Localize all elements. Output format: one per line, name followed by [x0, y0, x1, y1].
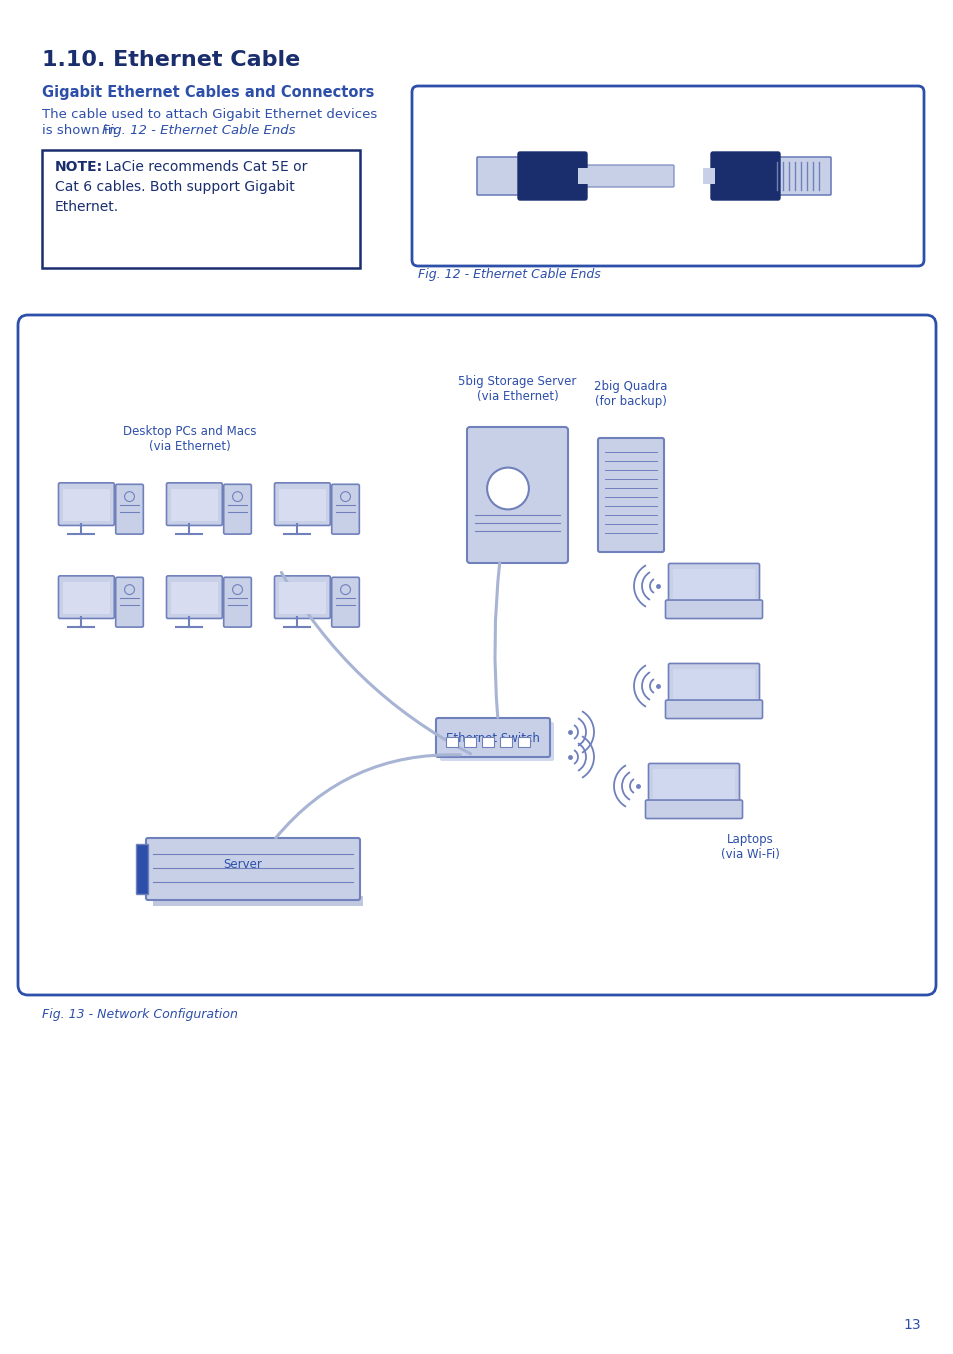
- FancyBboxPatch shape: [665, 600, 761, 619]
- FancyBboxPatch shape: [223, 577, 251, 627]
- FancyBboxPatch shape: [171, 489, 217, 521]
- FancyBboxPatch shape: [581, 165, 673, 187]
- FancyBboxPatch shape: [652, 769, 734, 799]
- FancyBboxPatch shape: [467, 427, 567, 563]
- FancyBboxPatch shape: [517, 737, 530, 747]
- Text: 2big Quadra: 2big Quadra: [594, 380, 667, 393]
- Text: Cat 6 cables. Both support Gigabit: Cat 6 cables. Both support Gigabit: [55, 180, 294, 194]
- Text: Ethernet.: Ethernet.: [55, 200, 119, 214]
- Text: (for backup): (for backup): [595, 395, 666, 408]
- FancyBboxPatch shape: [463, 737, 476, 747]
- FancyBboxPatch shape: [274, 575, 330, 619]
- FancyBboxPatch shape: [42, 150, 359, 268]
- FancyBboxPatch shape: [710, 152, 780, 200]
- FancyBboxPatch shape: [702, 168, 714, 184]
- FancyBboxPatch shape: [58, 483, 114, 525]
- FancyBboxPatch shape: [115, 577, 143, 627]
- FancyBboxPatch shape: [668, 563, 759, 604]
- FancyBboxPatch shape: [517, 152, 586, 200]
- Text: Desktop PCs and Macs: Desktop PCs and Macs: [123, 425, 256, 437]
- Text: (via Ethernet): (via Ethernet): [476, 390, 558, 403]
- FancyBboxPatch shape: [672, 569, 754, 600]
- FancyBboxPatch shape: [446, 737, 457, 747]
- FancyBboxPatch shape: [274, 483, 330, 525]
- FancyBboxPatch shape: [332, 485, 359, 533]
- FancyBboxPatch shape: [115, 485, 143, 533]
- Circle shape: [233, 585, 242, 594]
- Text: NOTE:: NOTE:: [55, 160, 103, 175]
- FancyBboxPatch shape: [18, 315, 935, 995]
- FancyBboxPatch shape: [136, 844, 148, 894]
- Text: Ethernet Switch: Ethernet Switch: [446, 733, 539, 745]
- FancyBboxPatch shape: [476, 157, 529, 195]
- FancyBboxPatch shape: [645, 800, 741, 819]
- FancyBboxPatch shape: [768, 157, 830, 195]
- FancyBboxPatch shape: [63, 582, 110, 613]
- Text: Fig. 12 - Ethernet Cable Ends: Fig. 12 - Ethernet Cable Ends: [102, 125, 295, 137]
- Text: 13: 13: [902, 1317, 920, 1332]
- Text: (via Ethernet): (via Ethernet): [149, 440, 231, 454]
- FancyBboxPatch shape: [668, 663, 759, 704]
- FancyBboxPatch shape: [665, 700, 761, 719]
- FancyBboxPatch shape: [436, 718, 550, 757]
- Circle shape: [340, 585, 350, 594]
- Text: LaCie recommends Cat 5E or: LaCie recommends Cat 5E or: [101, 160, 307, 175]
- FancyBboxPatch shape: [499, 737, 512, 747]
- Circle shape: [340, 492, 350, 501]
- FancyBboxPatch shape: [167, 483, 222, 525]
- FancyBboxPatch shape: [278, 582, 326, 613]
- FancyBboxPatch shape: [152, 896, 363, 906]
- FancyBboxPatch shape: [223, 485, 251, 533]
- Text: 5big Storage Server: 5big Storage Server: [457, 375, 576, 389]
- FancyBboxPatch shape: [167, 575, 222, 619]
- FancyBboxPatch shape: [648, 764, 739, 804]
- Text: is shown in: is shown in: [42, 125, 120, 137]
- Circle shape: [233, 492, 242, 501]
- FancyBboxPatch shape: [63, 489, 110, 521]
- Circle shape: [125, 585, 134, 594]
- Text: The cable used to attach Gigabit Ethernet devices: The cable used to attach Gigabit Etherne…: [42, 108, 376, 121]
- FancyBboxPatch shape: [598, 437, 663, 552]
- FancyBboxPatch shape: [278, 489, 326, 521]
- Text: Server: Server: [223, 858, 262, 871]
- Text: Gigabit Ethernet Cables and Connectors: Gigabit Ethernet Cables and Connectors: [42, 85, 374, 100]
- Text: .: .: [284, 125, 288, 137]
- FancyBboxPatch shape: [412, 87, 923, 265]
- FancyBboxPatch shape: [332, 577, 359, 627]
- FancyBboxPatch shape: [481, 737, 494, 747]
- Circle shape: [125, 492, 134, 501]
- Text: 1.10. Ethernet Cable: 1.10. Ethernet Cable: [42, 50, 300, 70]
- FancyBboxPatch shape: [578, 168, 587, 184]
- FancyBboxPatch shape: [146, 838, 359, 900]
- FancyBboxPatch shape: [58, 575, 114, 619]
- Circle shape: [487, 467, 528, 509]
- Text: Laptops: Laptops: [726, 833, 773, 846]
- Text: (via Wi-Fi): (via Wi-Fi): [720, 848, 779, 861]
- Text: Fig. 12 - Ethernet Cable Ends: Fig. 12 - Ethernet Cable Ends: [417, 268, 600, 282]
- Text: Fig. 13 - Network Configuration: Fig. 13 - Network Configuration: [42, 1007, 237, 1021]
- FancyBboxPatch shape: [439, 722, 554, 761]
- FancyBboxPatch shape: [171, 582, 217, 613]
- FancyBboxPatch shape: [672, 669, 754, 699]
